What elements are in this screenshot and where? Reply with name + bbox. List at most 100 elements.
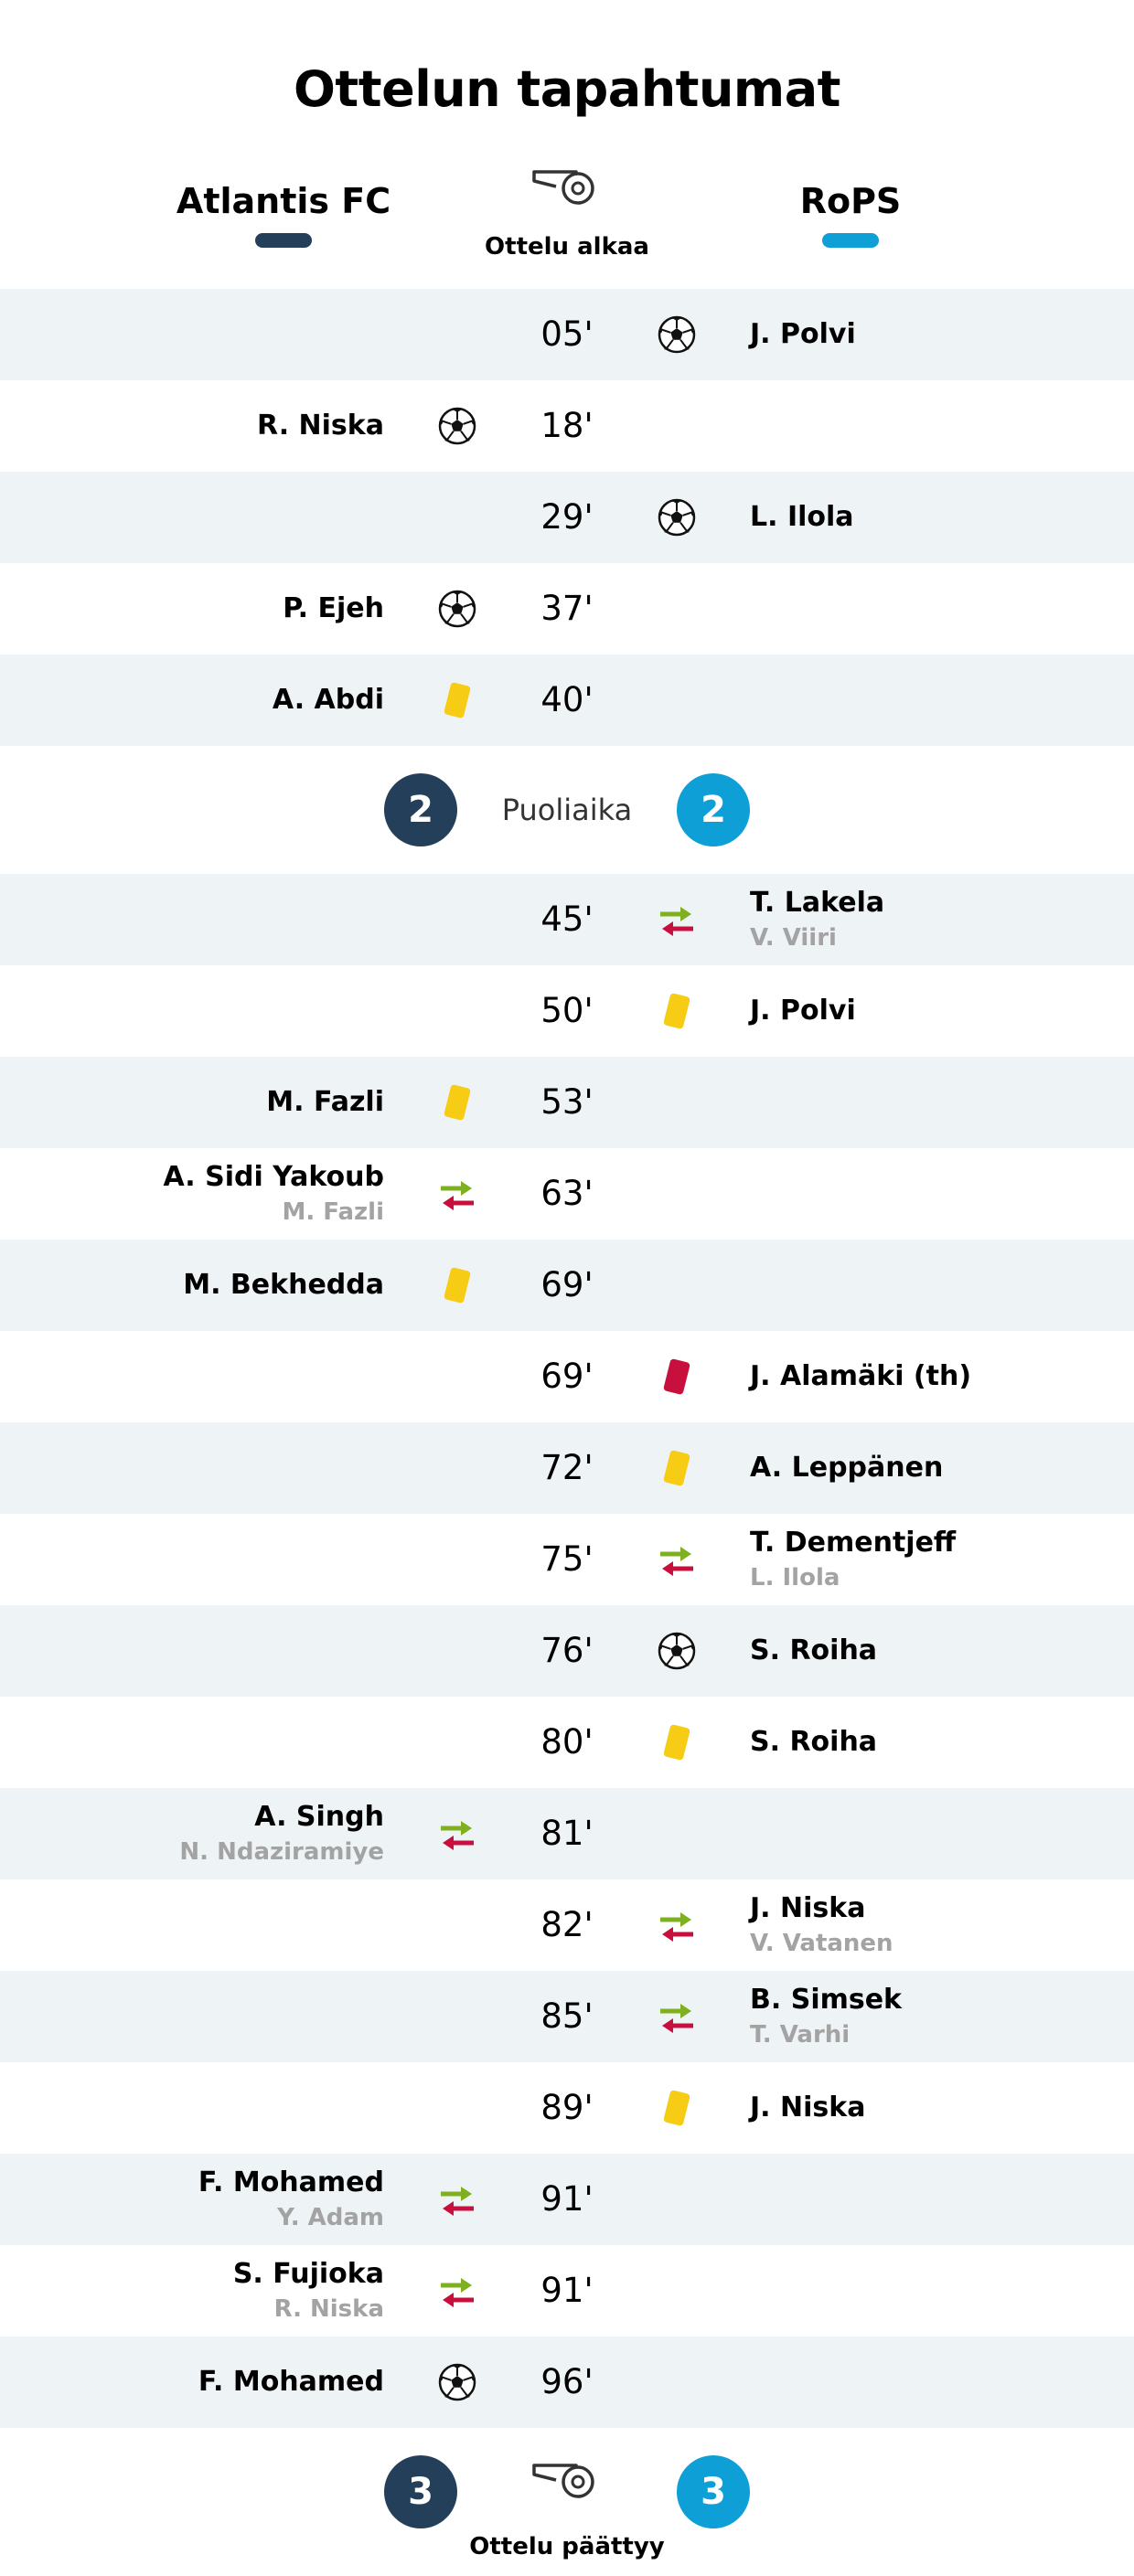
- event-minute: 96': [540, 2362, 594, 2401]
- player-in-name: T. Lakela: [750, 887, 885, 919]
- event-row: 05' J. Polvi: [0, 289, 1134, 380]
- away-team-name: RoPS: [799, 181, 902, 221]
- player-out-name: V. Viiri: [750, 924, 837, 952]
- home-team-color-bar: [255, 233, 312, 248]
- substitution-icon: [435, 1172, 479, 1216]
- yellow-card-icon: [655, 2086, 699, 2130]
- player-in-name: T. Dementjeff: [750, 1527, 957, 1559]
- player-out-name: T. Varhi: [750, 2021, 850, 2049]
- event-minute: 50': [540, 991, 594, 1030]
- event-minute: 05': [540, 314, 594, 354]
- event-row: 50' J. Polvi: [0, 965, 1134, 1057]
- player-in-name: A. Singh: [254, 1801, 384, 1833]
- player-out-name: N. Ndaziramiye: [179, 1838, 384, 1866]
- substitution-icon: [655, 1903, 699, 1947]
- event-row: 91' S. Fujioka R. Niska: [0, 2245, 1134, 2336]
- soccer-ball-icon: [435, 404, 479, 448]
- home-team-name: Atlantis FC: [176, 181, 391, 221]
- player-out-name: Y. Adam: [277, 2204, 384, 2231]
- event-minute: 91': [540, 2179, 594, 2219]
- player-name: J. Polvi: [750, 995, 856, 1027]
- second-half-events: 45' T. Lakela V. Viiri 50' J. Polvi 53' M. Faz…: [0, 874, 1134, 2428]
- player-in-name: B. Simsek: [750, 1984, 903, 2016]
- soccer-ball-icon: [655, 313, 699, 357]
- player-out-name: V. Vatanen: [750, 1930, 893, 1957]
- event-row: 29' L. Ilola: [0, 472, 1134, 563]
- event-row: 69' M. Bekhedda: [0, 1240, 1134, 1331]
- event-minute: 53': [540, 1082, 594, 1122]
- event-minute: 82': [540, 1905, 594, 1944]
- first-half-events: 05' J. Polvi 18' R. Niska 29' L. Ilola 37' P. E…: [0, 289, 1134, 746]
- match-end-label: Ottelu päättyy: [469, 2533, 665, 2560]
- player-name: S. Roiha: [750, 1726, 878, 1758]
- soccer-ball-icon: [655, 1629, 699, 1673]
- fulltime-home-score: 3: [384, 2455, 457, 2528]
- event-minute: 89': [540, 2088, 594, 2127]
- page-title: Ottelun tapahtumat: [294, 60, 840, 118]
- player-name: J. Alamäki (th): [750, 1360, 972, 1392]
- substitution-icon: [435, 1812, 479, 1856]
- substitution-icon: [655, 1538, 699, 1581]
- player-name: S. Roiha: [750, 1634, 878, 1666]
- event-minute: 75': [540, 1539, 594, 1579]
- event-minute: 45': [540, 899, 594, 939]
- player-in-name: F. Mohamed: [198, 2166, 384, 2198]
- player-name: J. Polvi: [750, 318, 856, 350]
- halftime-row: 2 Puoliaika 2: [0, 746, 1134, 874]
- event-row: 80' S. Roiha: [0, 1697, 1134, 1788]
- event-minute: 69': [540, 1265, 594, 1304]
- event-row: 82' J. Niska V. Vatanen: [0, 1879, 1134, 1971]
- event-row: 76' S. Roiha: [0, 1605, 1134, 1697]
- player-in-name: J. Niska: [750, 1892, 866, 1924]
- event-row: 75' T. Dementjeff L. Ilola: [0, 1514, 1134, 1605]
- event-row: 18' R. Niska: [0, 380, 1134, 472]
- event-row: 45' T. Lakela V. Viiri: [0, 874, 1134, 965]
- event-minute: 40': [540, 680, 594, 719]
- yellow-card-icon: [655, 1446, 699, 1490]
- substitution-icon: [655, 1995, 699, 2038]
- yellow-card-icon: [655, 1720, 699, 1764]
- player-in-name: S. Fujioka: [232, 2258, 384, 2290]
- event-row: 53' M. Fazli: [0, 1057, 1134, 1148]
- player-name: A. Leppänen: [750, 1452, 944, 1484]
- player-in-name: A. Sidi Yakoub: [163, 1161, 384, 1193]
- event-row: 63' A. Sidi Yakoub M. Fazli: [0, 1148, 1134, 1240]
- player-name: F. Mohamed: [198, 2366, 384, 2398]
- event-row: 89' J. Niska: [0, 2062, 1134, 2154]
- player-name: M. Bekhedda: [183, 1269, 384, 1301]
- event-row: 81' A. Singh N. Ndaziramiye: [0, 1788, 1134, 1879]
- yellow-card-icon: [435, 678, 479, 722]
- event-minute: 72': [540, 1448, 594, 1487]
- substitution-icon: [655, 898, 699, 942]
- player-name: J. Niska: [750, 2092, 866, 2124]
- soccer-ball-icon: [435, 2360, 479, 2404]
- player-name: P. Ejeh: [283, 592, 384, 624]
- red-card-icon: [655, 1355, 699, 1399]
- player-name: R. Niska: [257, 410, 384, 442]
- event-minute: 85': [540, 1996, 594, 2036]
- player-name: L. Ilola: [750, 501, 854, 533]
- halftime-label: Puoliaika: [501, 793, 633, 827]
- away-team-color-bar: [822, 233, 879, 248]
- halftime-away-score: 2: [677, 773, 750, 846]
- event-row: 72' A. Leppänen: [0, 1422, 1134, 1514]
- match-start-label: Ottelu alkaa: [485, 233, 649, 261]
- event-minute: 63': [540, 1174, 594, 1213]
- event-minute: 69': [540, 1357, 594, 1396]
- fulltime-away-score: 3: [677, 2455, 750, 2528]
- yellow-card-icon: [655, 989, 699, 1033]
- event-row: 69' J. Alamäki (th): [0, 1331, 1134, 1422]
- player-name: A. Abdi: [272, 684, 384, 716]
- substitution-icon: [435, 2177, 479, 2221]
- player-out-name: R. Niska: [273, 2295, 384, 2323]
- event-minute: 18': [540, 406, 594, 445]
- soccer-ball-icon: [435, 587, 479, 631]
- yellow-card-icon: [435, 1263, 479, 1307]
- player-out-name: L. Ilola: [750, 1564, 840, 1591]
- event-minute: 81': [540, 1814, 594, 1853]
- event-row: 37' P. Ejeh: [0, 563, 1134, 655]
- whistle-icon: [530, 2456, 604, 2502]
- halftime-home-score: 2: [384, 773, 457, 846]
- event-minute: 80': [540, 1722, 594, 1762]
- event-minute: 29': [540, 497, 594, 537]
